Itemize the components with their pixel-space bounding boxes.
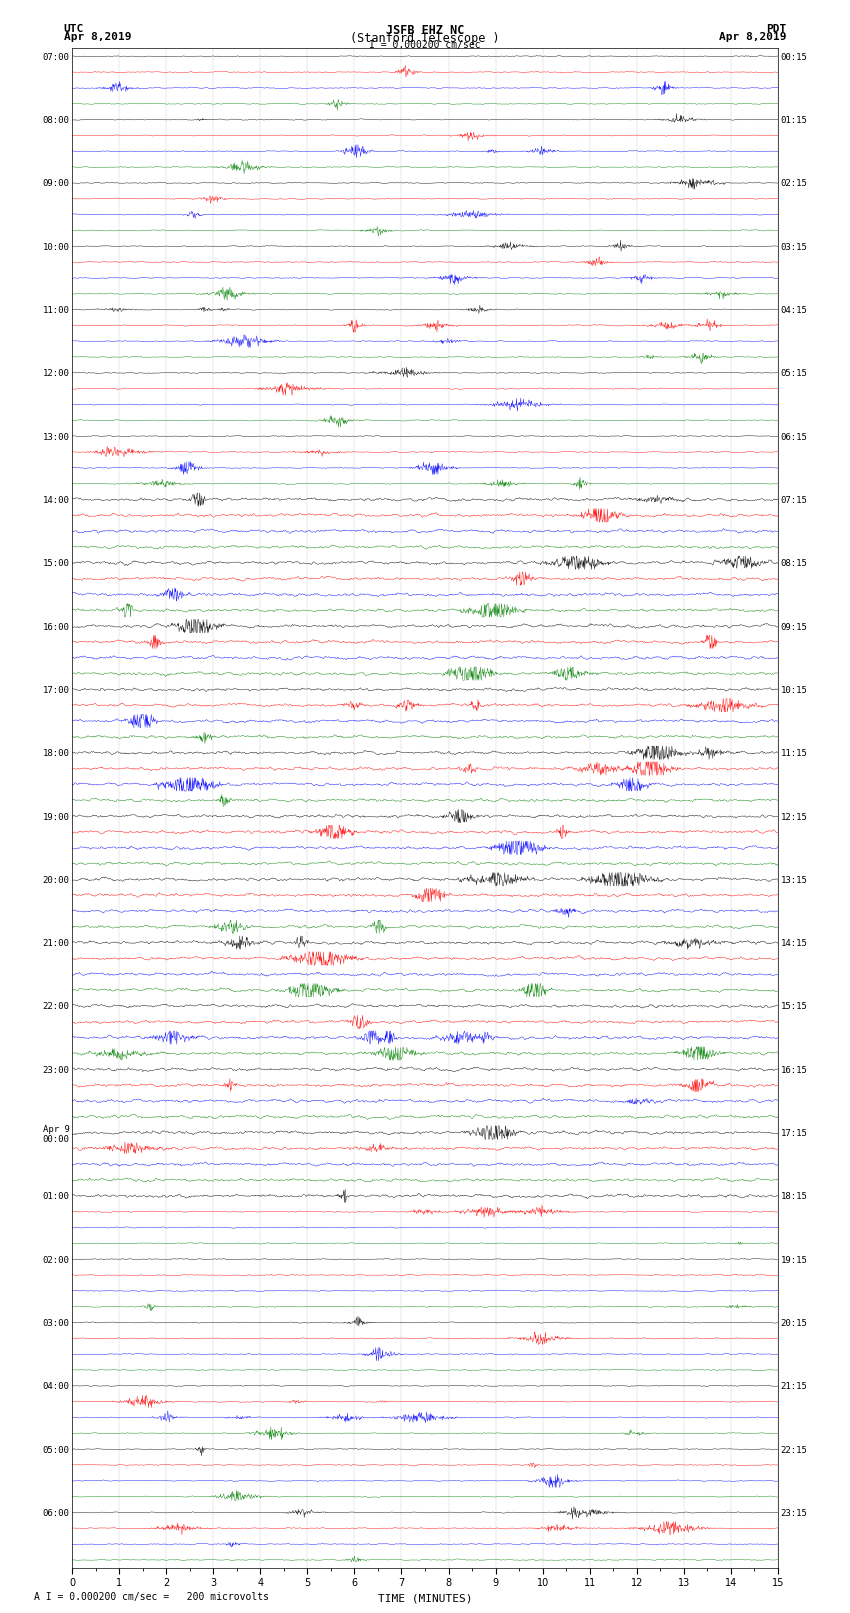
Text: Apr 8,2019: Apr 8,2019 (719, 32, 786, 42)
Text: Apr 8,2019: Apr 8,2019 (64, 32, 131, 42)
X-axis label: TIME (MINUTES): TIME (MINUTES) (377, 1594, 473, 1603)
Text: PDT: PDT (766, 24, 786, 34)
Text: I = 0.000200 cm/sec: I = 0.000200 cm/sec (369, 40, 481, 50)
Text: (Stanford Telescope ): (Stanford Telescope ) (350, 32, 500, 45)
Text: JSFB EHZ NC: JSFB EHZ NC (386, 24, 464, 37)
Text: A I = 0.000200 cm/sec =   200 microvolts: A I = 0.000200 cm/sec = 200 microvolts (34, 1592, 269, 1602)
Text: UTC: UTC (64, 24, 84, 34)
